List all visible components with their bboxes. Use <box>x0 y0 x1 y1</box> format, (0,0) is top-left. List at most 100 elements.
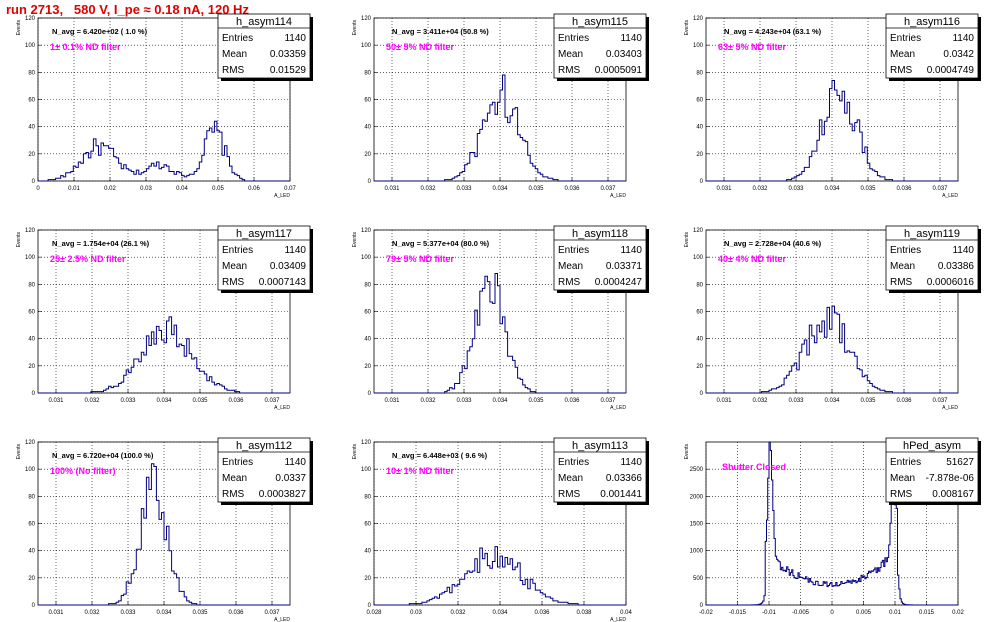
stats-box-shadow <box>889 78 981 81</box>
stat-label-entries: Entries <box>890 33 921 44</box>
y-tick-label: 120 <box>25 228 36 234</box>
stat-value-mean: 0.03359 <box>270 49 307 60</box>
y-tick-label: 100 <box>25 467 36 473</box>
y-tick-label: 100 <box>693 43 704 49</box>
x-tick-label: 0.031 <box>716 398 732 404</box>
x-tick-label: 0.032 <box>752 398 768 404</box>
x-tick-label: 0.034 <box>824 398 840 404</box>
stat-value-mean: 0.03371 <box>606 261 643 272</box>
x-axis-title: A_LED <box>942 193 958 199</box>
histogram-panel-h_asym112: 0.031 0.032 0.033 0.034 0.035 0.036 0.037 0 20 40… <box>16 437 313 622</box>
filter-label: 10± 1% ND filter <box>386 466 454 476</box>
x-tick-label: 0 <box>830 610 834 616</box>
y-tick-label: 60 <box>696 98 703 104</box>
y-tick-label: 0 <box>368 179 372 185</box>
stat-value-rms: 0.001441 <box>600 489 642 500</box>
stat-value-mean: 0.03386 <box>938 261 975 272</box>
stat-label-entries: Entries <box>558 245 589 256</box>
x-tick-label: 0.034 <box>492 610 508 616</box>
y-tick-label: 120 <box>693 16 704 22</box>
y-axis-title: Events <box>684 232 690 248</box>
stat-value-rms: 0.0004749 <box>927 65 975 76</box>
n-avg-label: N_avg = 6.420e+02 ( 1.0 %) <box>52 27 148 36</box>
stat-label-mean: Mean <box>890 261 915 272</box>
filter-label: 1± 0.1% ND filter <box>50 42 121 52</box>
stat-label-mean: Mean <box>222 261 247 272</box>
histogram-name: h_asym112 <box>236 440 292 452</box>
stat-value-entries: 1140 <box>952 33 974 44</box>
x-axis-title: A_LED <box>610 617 626 622</box>
histogram-name: hPed_asym <box>903 440 961 452</box>
x-tick-label: 0.06 <box>248 186 260 192</box>
histogram-series <box>706 80 958 182</box>
y-axis-title: Events <box>16 444 22 460</box>
y-tick-label: 100 <box>361 43 372 49</box>
stat-value-entries: 51627 <box>946 457 974 468</box>
x-tick-label: -0.015 <box>729 610 747 616</box>
x-tick-label: 0.035 <box>192 610 208 616</box>
filter-label: 63± 5% ND filter <box>718 42 786 52</box>
y-tick-label: 2000 <box>690 494 704 500</box>
filter-label: 40± 4% ND filter <box>718 254 786 264</box>
y-tick-label: 40 <box>696 125 703 131</box>
stat-value-rms: 0.01529 <box>270 65 307 76</box>
histogram-name: h_asym117 <box>236 228 292 240</box>
x-tick-label: 0.031 <box>716 186 732 192</box>
stat-value-entries: 1140 <box>620 33 642 44</box>
x-tick-label: 0.07 <box>284 186 296 192</box>
stats-box-shadow <box>221 78 313 81</box>
x-tick-label: 0.038 <box>576 610 592 616</box>
filter-label: 100% (No filter) <box>50 466 116 476</box>
y-tick-label: 40 <box>28 125 35 131</box>
y-tick-label: 40 <box>364 125 371 131</box>
y-tick-label: 80 <box>696 70 703 76</box>
stat-label-rms: RMS <box>558 489 581 500</box>
y-tick-label: 60 <box>364 522 371 528</box>
stats-box <box>553 225 647 291</box>
stats-box-shadow <box>557 78 649 81</box>
x-axis-title: A_LED <box>942 405 958 411</box>
n-avg-label: N_avg = 4.243e+04 (63.1 %) <box>724 27 822 36</box>
y-tick-label: 120 <box>693 228 704 234</box>
histogram-panel-h_asym117: 0.031 0.032 0.033 0.034 0.035 0.036 0.037 0 20 40… <box>16 225 313 411</box>
stats-box-shadow <box>889 290 981 293</box>
stats-box-shadow <box>889 502 981 505</box>
x-tick-label: 0.035 <box>528 186 544 192</box>
stat-label-mean: Mean <box>222 473 247 484</box>
x-tick-label: 0.033 <box>788 186 804 192</box>
y-tick-label: 100 <box>361 467 372 473</box>
x-tick-label: 0.034 <box>492 186 508 192</box>
y-tick-label: 1500 <box>690 522 704 528</box>
histogram-panel-h_asym119: 0.031 0.032 0.033 0.034 0.035 0.036 0.037 0 20 40… <box>684 225 981 411</box>
y-tick-label: 80 <box>364 282 371 288</box>
stat-value-entries: 1140 <box>952 245 974 256</box>
x-tick-label: 0.02 <box>952 610 964 616</box>
stat-value-rms: 0.0007143 <box>259 277 307 288</box>
n-avg-label: N_avg = 2.728e+04 (40.6 %) <box>724 239 822 248</box>
y-tick-label: 1000 <box>690 549 704 555</box>
x-tick-label: 0.033 <box>120 398 136 404</box>
y-tick-label: 60 <box>28 310 35 316</box>
y-tick-label: 60 <box>28 98 35 104</box>
stat-value-rms: 0.0005091 <box>595 65 643 76</box>
y-tick-label: 120 <box>25 16 36 22</box>
x-tick-label: -0.01 <box>762 610 776 616</box>
y-tick-label: 120 <box>361 440 372 446</box>
x-tick-label: 0.035 <box>860 398 876 404</box>
stat-label-mean: Mean <box>558 261 583 272</box>
x-tick-label: 0.037 <box>932 398 948 404</box>
y-axis-title: Events <box>352 20 358 36</box>
stat-label-entries: Entries <box>222 33 253 44</box>
x-tick-label: 0.028 <box>366 610 382 616</box>
stat-label-rms: RMS <box>222 489 245 500</box>
histogram-series <box>374 74 626 182</box>
x-tick-label: 0.034 <box>492 398 508 404</box>
stat-value-entries: 1140 <box>620 457 642 468</box>
x-axis-title: A_LED <box>610 405 626 411</box>
x-tick-label: 0.005 <box>856 610 872 616</box>
y-axis-title: Events <box>16 232 22 248</box>
histogram-panel-h_asym118: 0.031 0.032 0.033 0.034 0.035 0.036 0.037 0 20 40… <box>352 225 649 411</box>
stats-box-shadow <box>310 229 313 293</box>
x-tick-label: 0.05 <box>212 186 224 192</box>
